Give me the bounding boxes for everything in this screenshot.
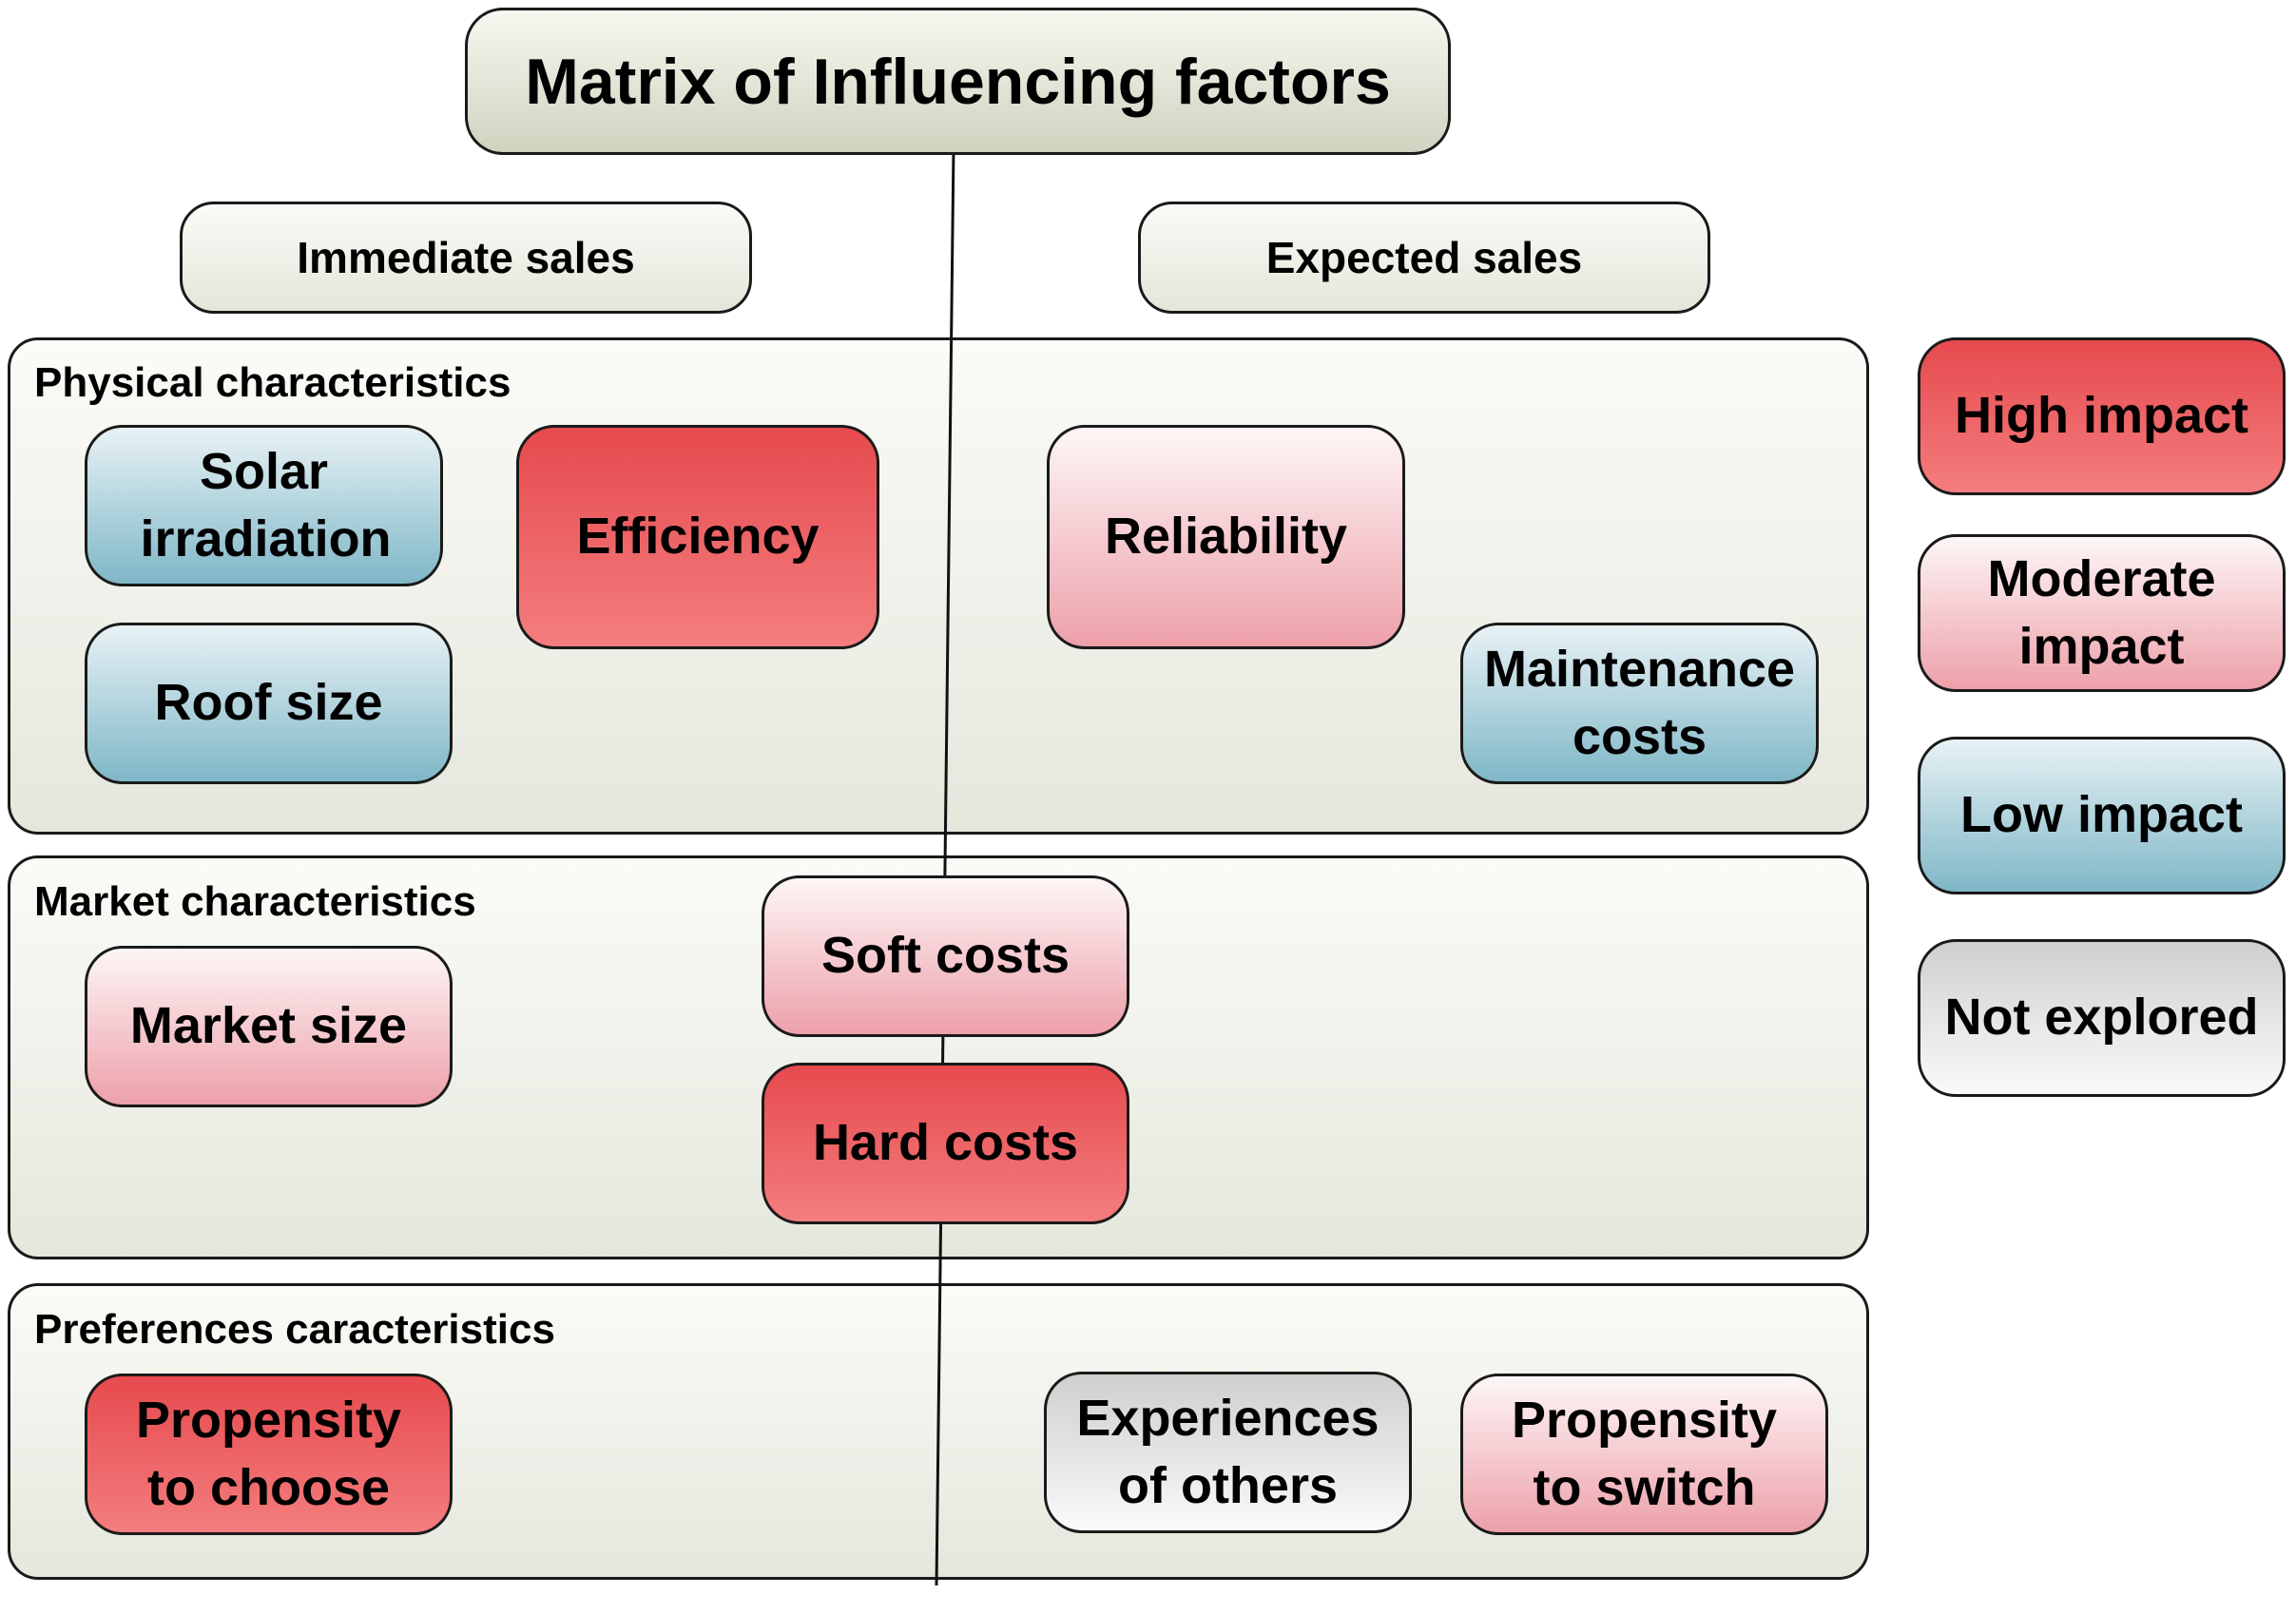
factor-hard-costs-label: Hard costs [812,1114,1079,1172]
legend-not-explored: Not explored [1918,939,2286,1097]
section-label-market: Market characteristics [34,878,476,925]
legend-high-impact-label: High impact [1954,387,2249,445]
factor-propensity-to-choose-label: Propensity to choose [135,1391,402,1516]
factor-efficiency-label: Efficiency [576,508,820,566]
factor-propensity-to-switch: Propensity to switch [1460,1374,1828,1535]
legend-low-impact: Low impact [1918,737,2286,894]
factor-soft-costs: Soft costs [762,875,1129,1037]
section-label-preferences: Preferences caracteristics [34,1306,555,1353]
factor-roof-size-label: Roof size [154,674,383,732]
factor-roof-size: Roof size [85,623,453,784]
factor-propensity-to-switch-label: Propensity to switch [1511,1391,1778,1516]
factor-maintenance-costs: Maintenance costs [1460,623,1819,784]
factor-experiences-of-others-label: Experiences of others [1076,1389,1380,1514]
factor-solar-irradiation: Solar irradiation [85,425,443,586]
factor-market-size-label: Market size [129,997,408,1055]
diagram-title: Matrix of Influencing factors [465,8,1451,155]
column-header-expected-label: Expected sales [1265,233,1583,282]
factor-propensity-to-choose: Propensity to choose [85,1374,453,1535]
factor-reliability-label: Reliability [1104,508,1348,566]
factor-efficiency: Efficiency [516,425,879,649]
factor-experiences-of-others: Experiences of others [1044,1372,1412,1533]
legend-moderate-impact: Moderate impact [1918,534,2286,692]
factor-soft-costs-label: Soft costs [820,927,1071,985]
factor-hard-costs: Hard costs [762,1063,1129,1224]
factor-maintenance-costs-label: Maintenance costs [1483,640,1796,765]
factor-solar-irradiation-label: Solar irradiation [140,442,392,567]
factor-market-size: Market size [85,946,453,1107]
column-header-immediate-label: Immediate sales [297,233,635,282]
column-header-immediate-sales: Immediate sales [180,202,752,314]
column-header-expected-sales: Expected sales [1138,202,1710,314]
legend-high-impact: High impact [1918,337,2286,495]
diagram-title-text: Matrix of Influencing factors [525,45,1391,118]
legend-moderate-impact-label: Moderate impact [1987,549,2216,675]
legend-not-explored-label: Not explored [1944,989,2259,1047]
section-label-physical: Physical characteristics [34,359,511,406]
legend-low-impact-label: Low impact [1959,786,2244,844]
factor-reliability: Reliability [1047,425,1405,649]
